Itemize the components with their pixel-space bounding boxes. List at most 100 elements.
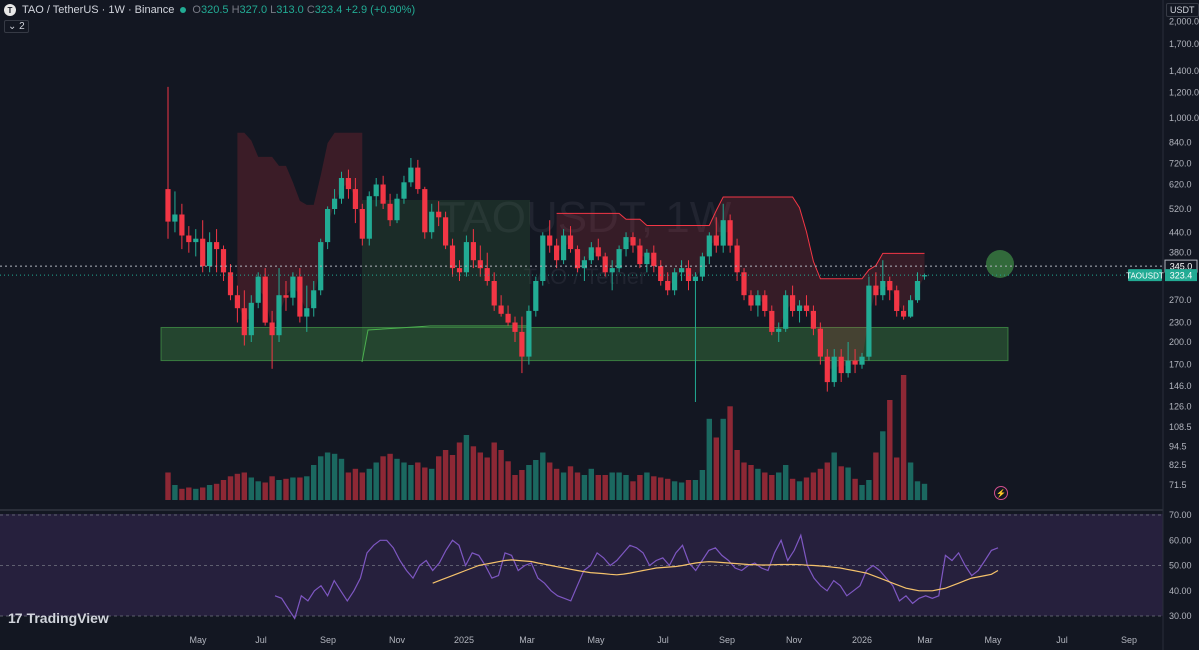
volume-bar <box>866 480 872 500</box>
candle-body <box>699 256 705 277</box>
candle-body <box>359 209 365 239</box>
price-tick-label: 720.0 <box>1169 159 1192 169</box>
candle-body <box>894 290 900 311</box>
volume-bar <box>359 472 365 500</box>
candle-body <box>581 260 587 269</box>
time-tick-label: Jul <box>657 635 669 645</box>
price-tick-label: 71.5 <box>1169 480 1187 490</box>
volume-bar <box>206 485 213 500</box>
volume-bar <box>803 477 810 500</box>
volume-bar <box>595 475 601 500</box>
price-axis: 2,000.0 1,700.0 1,400.0 1,200.0 1,000.0 840.0… <box>1169 17 1199 491</box>
candle-body <box>345 178 351 190</box>
volume-bar <box>387 453 393 501</box>
time-tick-label: Jul <box>255 635 267 645</box>
candle-body <box>706 235 712 257</box>
volume-bar <box>477 452 483 500</box>
volume-bar <box>491 442 497 500</box>
volume-bar <box>401 462 407 500</box>
volume-bar <box>234 473 241 501</box>
lightning-icon[interactable]: ⚡ <box>994 486 1008 500</box>
volume-bar <box>331 453 338 501</box>
candle-body <box>394 198 400 221</box>
volume-bar <box>741 462 747 500</box>
volume-bar <box>213 483 220 501</box>
volume-bar <box>567 466 574 501</box>
volume-bar <box>463 435 470 500</box>
volume-bar <box>498 450 504 500</box>
candle-body <box>387 203 393 221</box>
volume-bar <box>165 472 171 500</box>
volume-bar <box>276 480 282 500</box>
volume-bar <box>699 470 706 500</box>
volume-bar <box>470 446 477 501</box>
indicators-toggle[interactable]: ⌄ 2 <box>4 20 29 33</box>
volume-bar <box>588 468 594 501</box>
volume-bar <box>311 465 317 500</box>
volume-bar <box>283 478 289 501</box>
candle-body <box>887 281 893 291</box>
high-value: 327.0 <box>239 4 268 16</box>
volume-bar <box>553 468 560 501</box>
volume-bar <box>665 478 671 501</box>
time-tick-label: May <box>189 635 207 645</box>
price-tick-label: 1,400.0 <box>1169 66 1199 76</box>
rsi-tick-label: 70.00 <box>1169 510 1192 520</box>
candle-body <box>914 281 921 301</box>
volume-bar <box>581 475 588 500</box>
candle-body <box>776 328 782 332</box>
volume-bar <box>248 477 254 500</box>
candle-body <box>533 281 539 311</box>
candle-body <box>741 272 747 296</box>
volume-bar <box>269 476 275 501</box>
supertrend-support-line <box>361 325 530 363</box>
candle-body <box>790 295 796 311</box>
candle-body <box>588 247 594 261</box>
volume-bar <box>630 481 636 501</box>
tradingview-logo[interactable]: 17 TradingView <box>8 610 109 626</box>
volume-bar <box>831 452 837 500</box>
tao-logo-icon: T <box>4 4 16 16</box>
volume-bar <box>449 455 456 500</box>
candle-body <box>498 305 504 314</box>
rsi-tick-label: 30.00 <box>1169 611 1192 621</box>
candle-body <box>672 272 678 291</box>
resistance-cloud <box>556 197 925 369</box>
price-tick-label: 200.0 <box>1169 337 1192 347</box>
price-tick-label: 380.0 <box>1169 248 1192 258</box>
candle-body <box>845 360 851 374</box>
change-value: +2.9 (+0.90%) <box>345 4 416 16</box>
candle-body <box>311 290 317 309</box>
volume-bar <box>408 465 414 500</box>
volume-bar <box>574 472 581 500</box>
price-tick-label: 108.5 <box>1169 422 1192 432</box>
candle-body <box>873 285 879 296</box>
candle-body <box>748 295 754 306</box>
volume-bar <box>172 485 178 500</box>
volume-bar <box>380 456 386 501</box>
volume-bar <box>720 418 726 501</box>
candle-body <box>526 310 532 357</box>
volume-bar <box>894 457 900 500</box>
last-price-tag <box>1165 269 1197 282</box>
volume-bar <box>436 456 442 501</box>
volume-bar <box>644 472 650 500</box>
symbol-tag <box>1128 269 1162 282</box>
symbol-title[interactable]: TAO / TetherUS · 1W · Binance <box>22 4 175 16</box>
volume-bar <box>394 458 400 501</box>
volume-bar <box>200 487 206 500</box>
volume-bar <box>685 480 692 500</box>
candle-body <box>567 235 574 250</box>
volume-bar <box>783 465 789 500</box>
candle-body <box>172 214 178 222</box>
chart-header: T TAO / TetherUS · 1W · Binance O320.5 H… <box>4 4 415 16</box>
candle-body <box>658 266 664 281</box>
price-tick-label: 82.5 <box>1169 460 1187 470</box>
time-tick-label: Sep <box>719 635 735 645</box>
currency-button[interactable]: USDT <box>1166 3 1199 17</box>
volume-bar <box>887 400 893 500</box>
candle-body <box>415 167 421 190</box>
branding-text: TradingView <box>26 610 109 626</box>
candle-body <box>838 356 844 374</box>
